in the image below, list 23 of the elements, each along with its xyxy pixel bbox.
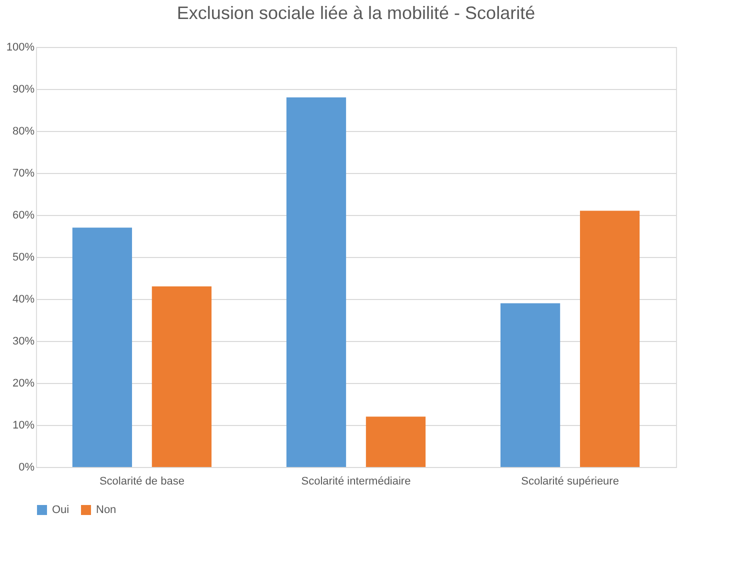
y-tick-label: 100%	[6, 42, 35, 54]
y-tick-label: 70%	[12, 168, 35, 180]
bar	[72, 228, 132, 467]
x-tick-label: Scolarité de base	[99, 476, 184, 488]
y-tick-label: 20%	[12, 378, 35, 390]
legend-label: Oui	[52, 504, 70, 516]
bar	[580, 210, 640, 467]
bar	[286, 97, 346, 467]
y-tick-label: 0%	[18, 462, 35, 474]
bar	[500, 303, 560, 467]
bar	[366, 416, 426, 467]
y-tick-label: 40%	[12, 294, 35, 306]
y-tick-label: 60%	[12, 210, 35, 222]
chart-title: Exclusion sociale liée à la mobilité - Scolarité	[176, 3, 536, 23]
y-tick-label: 50%	[12, 252, 35, 264]
x-tick-label: Scolarité intermédiaire	[301, 476, 411, 488]
y-tick-label: 90%	[12, 84, 35, 96]
y-tick-label: 30%	[12, 336, 35, 348]
legend-label: Non	[96, 504, 116, 516]
y-tick-label: 10%	[12, 420, 35, 432]
bar	[152, 286, 212, 467]
x-tick-label: Scolarité supérieure	[521, 476, 619, 488]
y-tick-label: 80%	[12, 126, 35, 138]
